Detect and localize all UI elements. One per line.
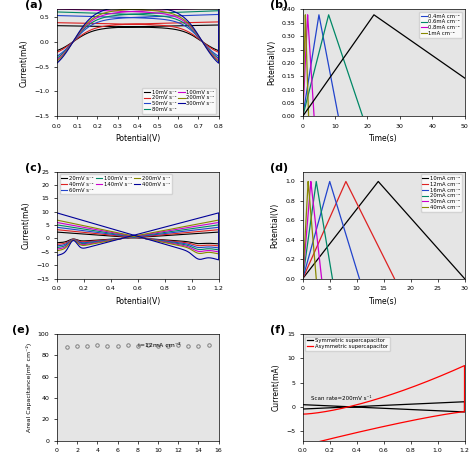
Legend: Symmetric supercapacitor, Asymmetric supercapacitor: Symmetric supercapacitor, Asymmetric sup… (305, 337, 390, 351)
X-axis label: Time(s): Time(s) (369, 297, 398, 306)
Legend: 0.4mA cm⁻², 0.6mA cm⁻², 0.8mA cm⁻², 1mA cm⁻²: 0.4mA cm⁻², 0.6mA cm⁻², 0.8mA cm⁻², 1mA … (419, 12, 462, 37)
Legend: 20mV s⁻¹, 40mV s⁻¹, 60mV s⁻¹, 100mV s⁻¹, 140mV s⁻¹, 200mV s⁻¹, 400mV s⁻¹: 20mV s⁻¹, 40mV s⁻¹, 60mV s⁻¹, 100mV s⁻¹,… (60, 174, 172, 194)
Y-axis label: Areal Capacitance(mF cm⁻²): Areal Capacitance(mF cm⁻²) (26, 343, 32, 432)
Text: (f): (f) (270, 325, 286, 335)
Y-axis label: Potential(V): Potential(V) (267, 40, 276, 85)
Text: i=12mA cm⁻²: i=12mA cm⁻² (138, 343, 181, 348)
X-axis label: Time(s): Time(s) (369, 135, 398, 144)
Y-axis label: Potential(V): Potential(V) (271, 202, 280, 248)
Legend: 10mV s⁻¹, 20mV s⁻¹, 50mV s⁻¹, 80mV s⁻¹, 100mV s⁻¹, 200mV s⁻¹, 300mV s⁻¹: 10mV s⁻¹, 20mV s⁻¹, 50mV s⁻¹, 80mV s⁻¹, … (142, 88, 216, 114)
Text: (a): (a) (25, 0, 42, 10)
Legend: 10mA cm⁻², 12mA cm⁻², 16mA cm⁻², 20mA cm⁻², 30mA cm⁻², 40mA cm⁻²: 10mA cm⁻², 12mA cm⁻², 16mA cm⁻², 20mA cm… (420, 174, 462, 211)
X-axis label: Potential(V): Potential(V) (115, 135, 160, 144)
Text: (e): (e) (11, 325, 29, 335)
Text: Scan rate=200mV s⁻¹: Scan rate=200mV s⁻¹ (311, 396, 371, 401)
Text: (b): (b) (270, 0, 289, 10)
Text: (d): (d) (270, 163, 289, 173)
Y-axis label: Current(mA): Current(mA) (22, 201, 31, 249)
X-axis label: Potential(V): Potential(V) (115, 297, 160, 306)
Y-axis label: Current(mA): Current(mA) (272, 364, 281, 411)
Y-axis label: Current(mA): Current(mA) (20, 39, 29, 87)
Text: (c): (c) (25, 163, 41, 173)
